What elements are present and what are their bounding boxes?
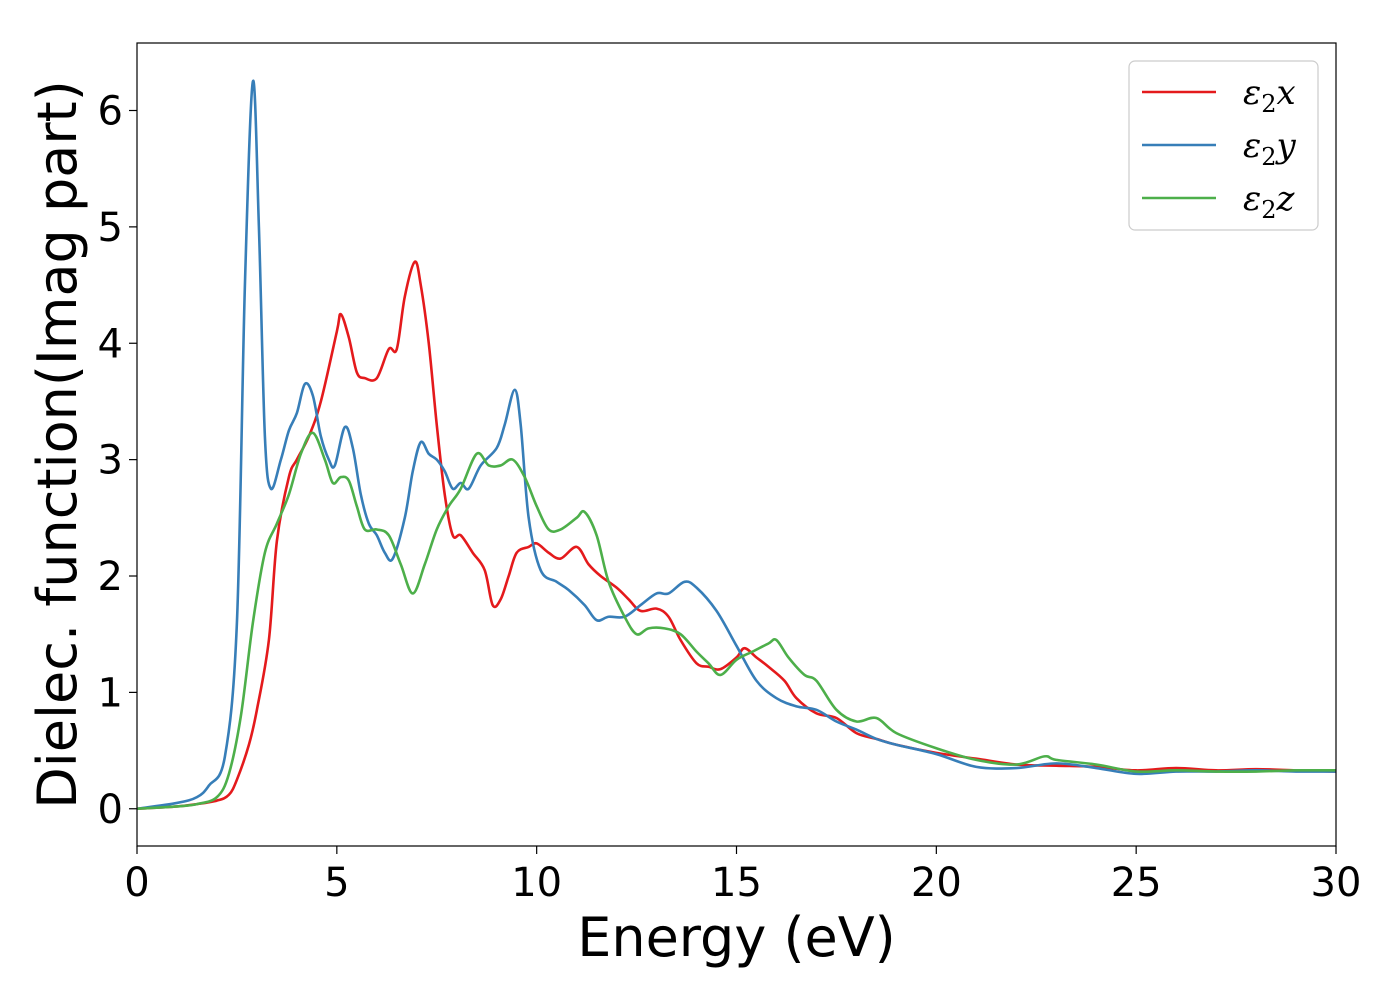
y-tick-label: 0 [98,787,123,833]
y-tick-label: 6 [98,88,123,134]
y-tick-label: 1 [98,670,123,716]
x-tick-label: 10 [511,860,562,906]
legend-box [1128,60,1319,231]
series-line-z [136,431,1337,811]
y-tick-label: 5 [98,205,123,251]
x-tick-label: 0 [124,860,149,906]
legend-label-z: ε2z [1243,179,1296,224]
legend: ε2x ε2y ε2z [1128,60,1319,231]
x-tick-label: 5 [324,860,349,906]
x-tick-label: 20 [911,860,962,906]
x-axis-label: Energy (eV) [577,906,896,969]
x-tick-label: 25 [1111,860,1162,906]
series-line-y [136,79,1337,811]
x-tick-label: 30 [1311,860,1362,906]
y-axis-ticks: 0 1 2 3 4 5 6 [98,88,137,833]
y-axis-label: Dielec. function(Imag part) [26,80,89,809]
legend-label-x: ε2x [1243,73,1296,118]
series-line-x [136,260,1337,811]
legend-label-y: ε2y [1243,126,1297,171]
y-tick-label: 2 [98,554,123,600]
x-axis-ticks: 0 5 10 15 20 25 30 [124,846,1361,906]
y-tick-label: 4 [98,321,123,367]
y-tick-label: 3 [98,438,123,484]
series-layer [136,79,1337,811]
x-tick-label: 15 [711,860,762,906]
